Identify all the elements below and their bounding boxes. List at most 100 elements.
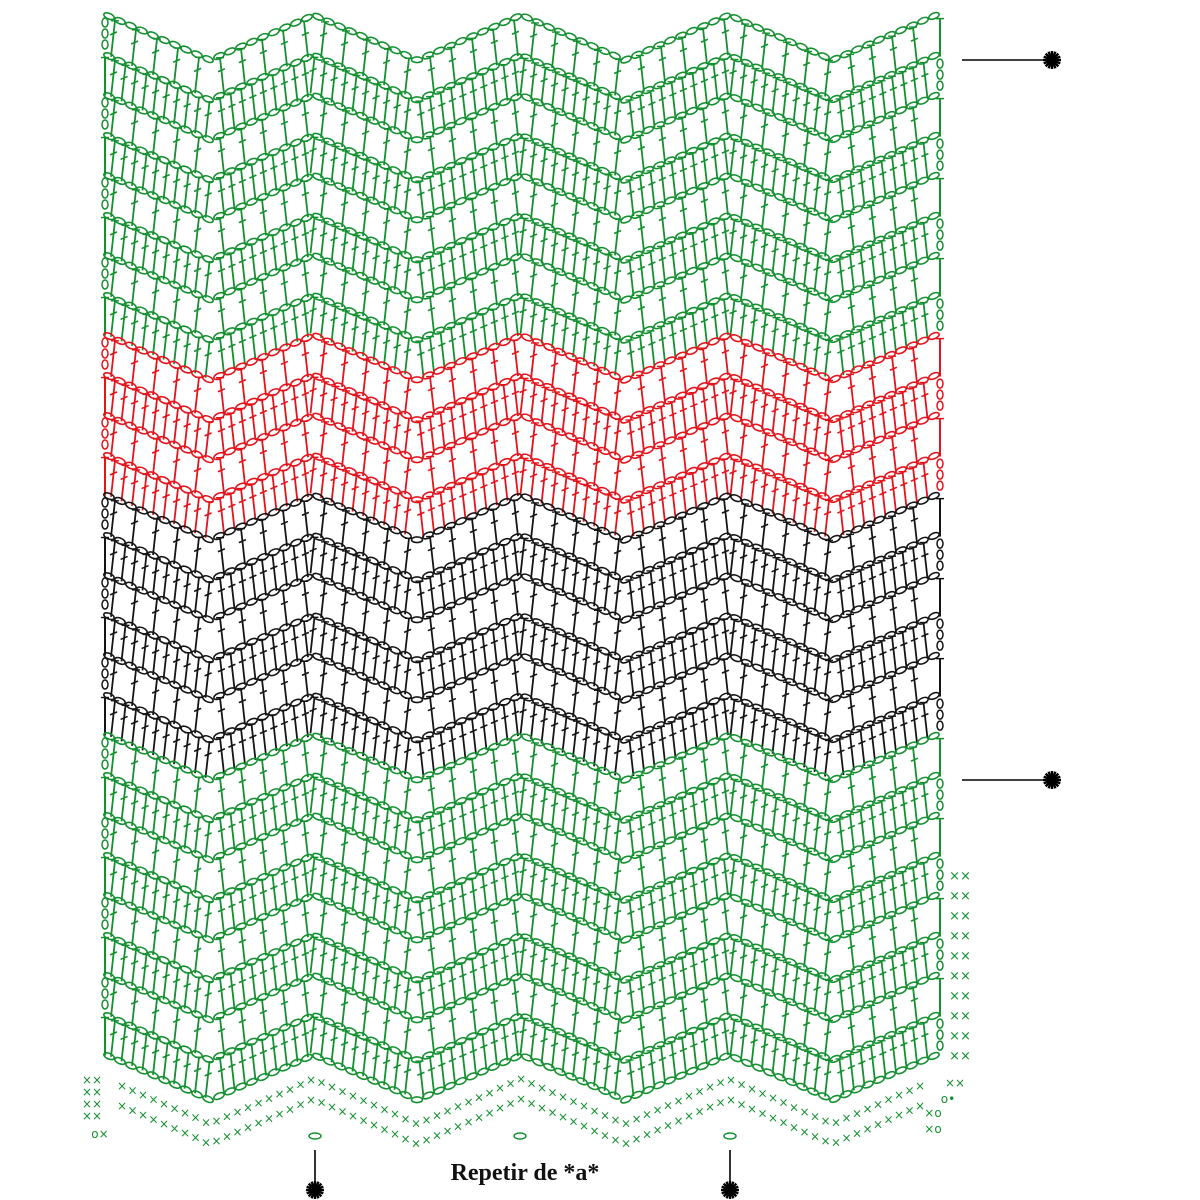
stitch-crossbar xyxy=(879,91,887,96)
stitch-crossbar xyxy=(550,322,559,327)
chain-stitch xyxy=(884,750,896,760)
double-crochet-stitch xyxy=(292,385,299,422)
chain-stitch xyxy=(631,90,643,99)
stitch-crossbar xyxy=(669,652,677,657)
chain-stitch xyxy=(763,228,775,237)
chain-stitch xyxy=(675,631,687,640)
double-crochet-stitch xyxy=(362,599,368,637)
double-crochet-stitch xyxy=(639,55,645,92)
double-crochet-stitch xyxy=(712,223,719,260)
double-crochet-stitch xyxy=(880,400,887,437)
chain-stitch xyxy=(334,262,346,271)
stitch-crossbar xyxy=(711,73,719,79)
chain-stitch xyxy=(873,235,885,245)
chain-stitch xyxy=(752,263,764,272)
stitch-crossbar xyxy=(259,769,268,775)
chain-stitch xyxy=(345,146,357,156)
chain-stitch xyxy=(136,466,148,475)
chain-stitch xyxy=(840,689,852,699)
stitch-crossbar xyxy=(228,183,236,188)
stitch-crossbar xyxy=(459,493,467,498)
double-crochet-stitch xyxy=(341,150,347,188)
double-crochet-stitch xyxy=(330,786,337,823)
double-crochet-stitch xyxy=(870,645,876,682)
chain-stitch xyxy=(312,732,324,742)
turning-chain xyxy=(101,257,109,268)
double-crochet-stitch xyxy=(614,219,620,256)
double-crochet-stitch xyxy=(372,164,379,201)
double-crochet-stitch xyxy=(849,734,855,771)
double-crochet-stitch xyxy=(152,38,158,76)
double-crochet-stitch xyxy=(582,565,589,602)
stitch-crossbar xyxy=(319,512,328,517)
chain-stitch xyxy=(334,782,346,791)
chain-stitch xyxy=(367,76,379,85)
double-crochet-stitch xyxy=(110,140,116,177)
stitch-crossbar xyxy=(613,469,622,475)
stitch-crossbar xyxy=(868,215,877,221)
double-crochet-stitch xyxy=(723,338,729,376)
stitch-crossbar xyxy=(802,581,811,587)
stitch-crossbar xyxy=(858,260,866,265)
chain-stitch xyxy=(928,131,940,141)
chain-stitch xyxy=(763,788,775,797)
double-crochet-stitch xyxy=(429,136,435,173)
chain-stitch xyxy=(378,441,390,450)
stitch-crossbar xyxy=(382,379,391,385)
stitch-crossbar xyxy=(529,193,538,198)
stitch-crossbar xyxy=(658,376,667,382)
double-crochet-stitch xyxy=(582,165,589,202)
stitch-crossbar xyxy=(490,639,499,645)
double-crochet-stitch xyxy=(922,142,929,179)
chain-stitch xyxy=(543,342,555,352)
stitch-crossbar xyxy=(721,669,730,674)
double-crochet-stitch xyxy=(723,418,729,456)
stitch-crossbar xyxy=(109,351,118,356)
double-crochet-stitch xyxy=(792,166,799,203)
double-crochet-stitch xyxy=(649,490,656,528)
chain-stitch xyxy=(147,271,159,280)
stitch-crossbar xyxy=(837,349,845,354)
double-crochet-stitch xyxy=(880,240,887,277)
chain-stitch xyxy=(796,362,808,371)
stitch-crossbar xyxy=(739,34,748,39)
stitch-crossbar xyxy=(529,433,538,438)
chain-stitch xyxy=(147,71,159,80)
turning-chain xyxy=(101,119,109,130)
double-crochet-stitch xyxy=(152,718,158,756)
chain-stitch xyxy=(378,601,390,610)
double-crochet-stitch xyxy=(204,821,211,858)
chain-stitch xyxy=(818,172,830,181)
stitch-crossbar xyxy=(280,800,289,806)
stitch-crossbar xyxy=(319,432,328,437)
turning-chain xyxy=(101,39,109,50)
stitch-crossbar xyxy=(330,236,338,242)
chain-stitch xyxy=(158,155,170,165)
double-crochet-stitch xyxy=(271,554,278,591)
double-crochet-stitch xyxy=(702,668,708,705)
chain-stitch xyxy=(345,666,357,676)
chain-stitch xyxy=(532,658,544,667)
chain-stitch xyxy=(675,311,687,320)
chain-stitch xyxy=(576,157,588,166)
stitch-crossbar xyxy=(613,349,622,355)
chain-stitch xyxy=(378,121,390,130)
double-crochet-stitch xyxy=(429,536,435,573)
double-crochet-stitch xyxy=(450,487,456,524)
chain-stitch xyxy=(664,236,676,245)
double-crochet-stitch xyxy=(803,51,809,88)
double-crochet-stitch xyxy=(383,529,389,566)
chain-stitch xyxy=(774,153,786,162)
chain-stitch xyxy=(180,365,192,374)
chain-stitch xyxy=(675,751,687,760)
double-crochet-stitch xyxy=(292,705,299,742)
chain-stitch xyxy=(433,446,445,455)
chain-stitch xyxy=(796,202,808,211)
double-crochet-stitch xyxy=(292,785,299,822)
stitch-crossbar xyxy=(868,255,877,261)
double-crochet-stitch xyxy=(351,315,358,352)
chain-stitch xyxy=(125,781,137,790)
chain-stitch xyxy=(103,772,115,781)
double-crochet-stitch xyxy=(341,310,347,348)
double-crochet-stitch xyxy=(131,549,137,587)
